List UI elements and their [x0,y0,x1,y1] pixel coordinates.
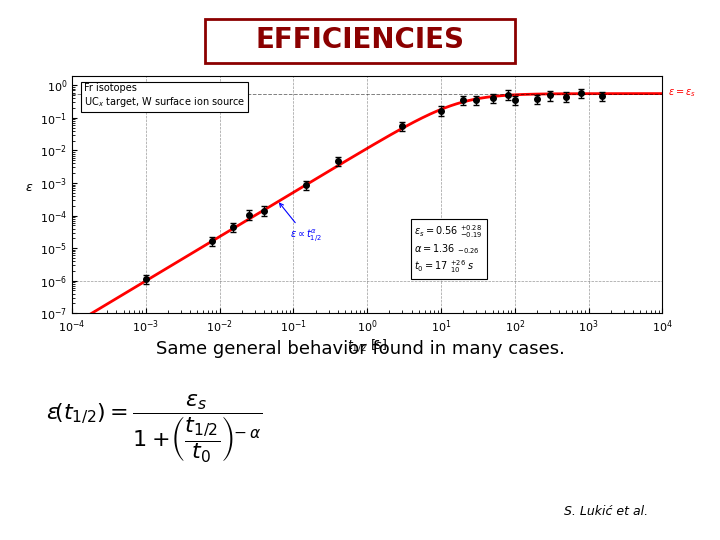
Text: Fr isotopes
UC$_x$ target, W surface ion source: Fr isotopes UC$_x$ target, W surface ion… [84,83,246,109]
FancyBboxPatch shape [204,19,516,63]
Text: $\varepsilon = \varepsilon_s$: $\varepsilon = \varepsilon_s$ [668,87,696,99]
Text: $\varepsilon\!\left(t_{1/2}\right) = \dfrac{\varepsilon_s}{1+\!\left(\dfrac{t_{1: $\varepsilon\!\left(t_{1/2}\right) = \df… [46,393,262,465]
Text: Same general behavior found in many cases.: Same general behavior found in many case… [156,340,564,358]
Y-axis label: $\varepsilon$: $\varepsilon$ [24,181,33,194]
Text: EFFICIENCIES: EFFICIENCIES [256,26,464,55]
X-axis label: $t_{1/2}\ [s]$: $t_{1/2}\ [s]$ [347,338,387,353]
Text: S. Lukić et al.: S. Lukić et al. [564,505,648,518]
Text: $\varepsilon_s = 0.56\ ^{+0.28}_{-0.19}$
$\alpha = 1.36\ _{-0.26}$
$t_0 = 17\ ^{: $\varepsilon_s = 0.56\ ^{+0.28}_{-0.19}$… [415,223,483,275]
Text: $\varepsilon \propto t_{1/2}^{\alpha}$: $\varepsilon \propto t_{1/2}^{\alpha}$ [279,203,322,244]
